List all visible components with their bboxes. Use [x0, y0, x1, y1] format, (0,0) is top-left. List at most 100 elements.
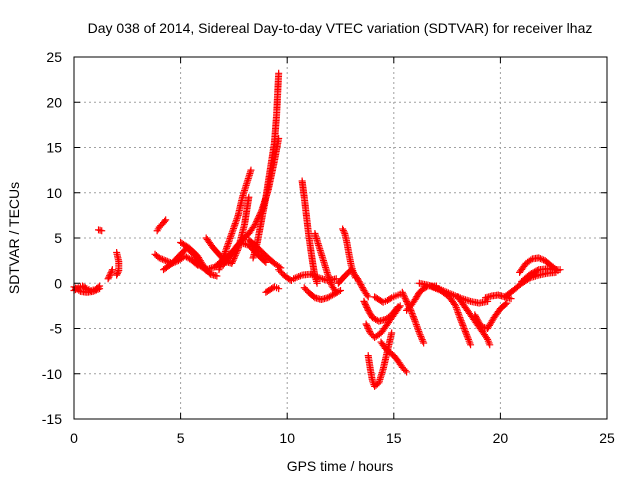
data-point-interp: [365, 326, 373, 334]
data-point-interp: [463, 332, 471, 340]
data-point-interp: [399, 290, 407, 298]
data-point-interp: [327, 279, 335, 287]
data-point-interp: [455, 310, 463, 318]
series-arc-21h-b: [518, 265, 564, 285]
data-point-interp: [472, 314, 480, 322]
data-point: [535, 254, 543, 262]
data-point-interp: [364, 323, 372, 331]
x-tick-label: 20: [493, 430, 509, 446]
data-point: [403, 297, 411, 305]
data-point-interp: [461, 326, 469, 334]
data-point-interp: [358, 282, 366, 290]
data-point: [108, 266, 116, 274]
data-point-interp: [458, 318, 466, 326]
data-point-interp: [326, 275, 334, 283]
series-arc-11h-a: [311, 229, 340, 296]
data-point: [262, 258, 270, 266]
data-point-interp: [433, 285, 441, 293]
data-point-interp: [473, 315, 481, 323]
series-arc-12h-b: [334, 266, 372, 301]
data-point-interp: [364, 325, 372, 332]
data-point: [396, 302, 404, 310]
data-point-interp: [463, 331, 471, 339]
data-point-interp: [460, 323, 468, 331]
data-point: [388, 329, 396, 337]
data-point-interp: [310, 272, 318, 280]
data-point-interp: [324, 272, 332, 280]
series-arc-early-c: [95, 226, 106, 235]
data-point: [449, 291, 457, 299]
data-point: [247, 166, 255, 174]
data-point-interp: [409, 313, 417, 321]
data-point: [415, 329, 423, 337]
data-point-interp: [402, 296, 410, 304]
data-point-interp: [354, 276, 362, 284]
data-point-interp: [386, 295, 394, 303]
series-arc-14h-c: [371, 290, 404, 306]
data-point-interp: [313, 273, 321, 281]
data-point-interp: [161, 217, 169, 225]
data-point-interp: [363, 291, 371, 299]
data-point-interp: [229, 256, 237, 264]
data-point: [275, 69, 283, 77]
data-point: [313, 279, 321, 287]
series-arc-9h-a: [262, 283, 283, 296]
data-point: [556, 266, 564, 274]
data-point-interp: [457, 315, 465, 323]
data-point: [398, 288, 406, 296]
data-point-interp: [536, 255, 544, 263]
data-point-interp: [527, 256, 535, 264]
data-point-interp: [105, 273, 113, 281]
data-point-interp: [457, 317, 465, 325]
series-arc-early-d: [104, 266, 116, 283]
data-point-interp: [363, 303, 371, 311]
data-point-interp: [107, 269, 115, 277]
y-tick-label: -15: [42, 411, 62, 427]
data-point: [452, 302, 460, 310]
data-point-interp: [355, 278, 363, 286]
data-point-interp: [455, 312, 463, 320]
data-point-interp: [533, 266, 541, 274]
series-arc-14h-b: [377, 338, 411, 376]
data-point-interp: [327, 280, 335, 288]
data-point-interp: [361, 299, 369, 307]
x-tick-label: 15: [386, 430, 402, 446]
data-point-interp: [413, 322, 421, 330]
data-point-interp: [325, 274, 333, 282]
series-arc-13h-b: [362, 302, 404, 342]
data-point-interp: [94, 283, 102, 291]
data-point: [420, 339, 428, 347]
data-point-interp: [113, 270, 121, 278]
data-point-interp: [356, 279, 364, 287]
data-point-interp: [452, 304, 460, 312]
data-point: [324, 270, 332, 278]
data-point: [354, 275, 362, 283]
data-point-interp: [293, 273, 301, 281]
data-point-interp: [312, 272, 320, 280]
data-point-interp: [464, 334, 472, 342]
data-point-interp: [400, 291, 408, 299]
data-point-interp: [462, 329, 470, 337]
series-arc-6h-b: [215, 166, 255, 274]
data-point: [162, 216, 170, 224]
data-point-interp: [407, 308, 415, 316]
data-point-interp: [231, 253, 239, 261]
data-point: [155, 254, 163, 262]
data-point: [307, 270, 315, 278]
data-point-interp: [430, 284, 438, 292]
series-arc-4h-a: [153, 216, 170, 235]
data-point-interp: [474, 317, 482, 325]
data-point-interp: [106, 272, 114, 280]
data-point: [115, 267, 123, 275]
data-point-interp: [459, 321, 467, 329]
data-point-interp: [461, 328, 469, 336]
data-point: [162, 257, 170, 265]
data-point: [507, 295, 515, 303]
data-point-interp: [412, 321, 420, 329]
data-point-interp: [418, 336, 426, 344]
y-tick-label: 5: [54, 230, 62, 246]
y-tick-label: 15: [46, 140, 62, 156]
data-point-interp: [395, 303, 403, 311]
data-point: [486, 341, 494, 349]
data-point-interp: [81, 284, 89, 292]
